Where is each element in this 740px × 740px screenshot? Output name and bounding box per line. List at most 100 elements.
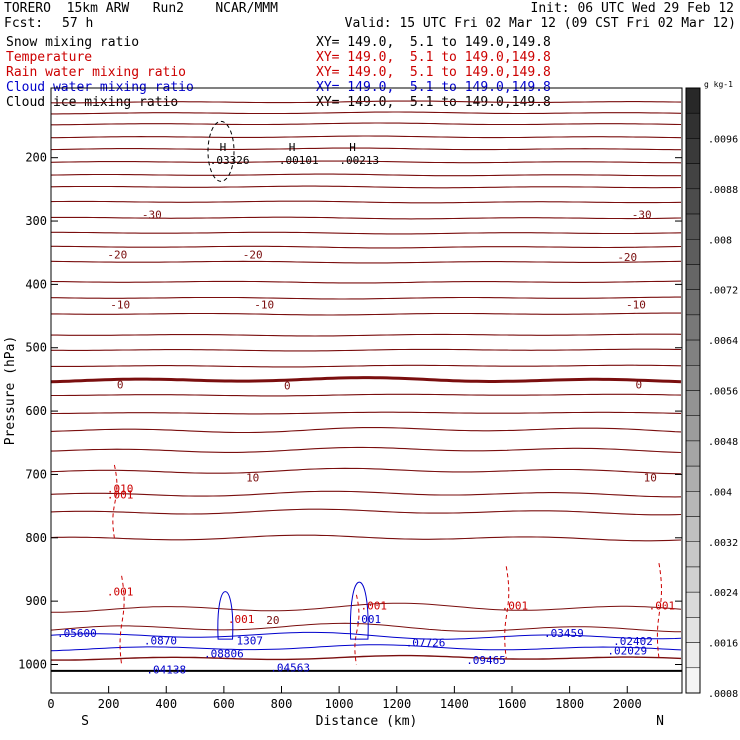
rain-water-contour (504, 566, 510, 659)
legend-name-temperature: Temperature (6, 50, 93, 65)
init-time: Init: 06 UTC Wed 29 Feb 12 (530, 1, 735, 16)
rain-water-label: .001 (649, 600, 676, 613)
temperature-isoline (50, 260, 682, 264)
y-tick-label: 700 (25, 467, 47, 481)
temperature-isoline (51, 312, 681, 316)
temperature-isoline (51, 296, 681, 300)
temperature-contour-label: -10 (626, 299, 646, 312)
colorbar-swatch (685, 239, 701, 265)
cloud-water-label: .04563 (270, 662, 310, 675)
cloud-water-label: .04138 (146, 664, 186, 677)
temperature-isoline (51, 393, 682, 397)
colorbar-label: .0056 (708, 387, 738, 398)
colorbar-swatch (685, 339, 701, 366)
colorbar-swatch (685, 617, 701, 643)
colorbar-label: .004 (708, 487, 732, 498)
cloud-water-label: .07726 (406, 636, 446, 649)
y-tick-label: 600 (25, 404, 47, 418)
y-tick-label: 200 (25, 151, 47, 165)
colorbar-swatch (685, 365, 701, 391)
legend-xy-rain: XY= 149.0, 5.1 to 149.0,149.8 (316, 65, 551, 80)
x-tick-label: 800 (271, 697, 293, 711)
colorbar-swatch (685, 415, 701, 442)
cloud-water-label: .0870 (144, 634, 177, 647)
cloud-ice-max-value: .00101 (279, 154, 319, 167)
temperature-isoline (50, 446, 682, 454)
temperature-contour-label: -30 (142, 209, 162, 222)
cloud-water-label: .03459 (544, 627, 584, 640)
cloud-water-contour (349, 581, 369, 640)
forecast-label: Fcst: (4, 16, 44, 31)
temperature-isoline (51, 245, 682, 249)
colorbar-swatch (685, 591, 701, 618)
colorbar-label: .0048 (708, 437, 738, 448)
colorbar-frame (685, 87, 701, 694)
temperature-contour-label: -30 (632, 209, 652, 222)
cloud-water-label: .02029 (607, 645, 647, 658)
cloud-ice-max-marker: H (349, 141, 356, 154)
cloud-water-label: .08806 (204, 648, 244, 661)
colorbar-swatch (685, 163, 701, 190)
x-tick-label: 400 (155, 697, 177, 711)
x-tick-label: 0 (47, 697, 54, 711)
temperature-isoline (51, 122, 682, 126)
temperature-isoline (51, 602, 682, 613)
colorbar-swatch (685, 491, 701, 517)
rain-water-label: .010 (107, 482, 134, 495)
legend-name-snow: Snow mixing ratio (6, 35, 140, 50)
x-end-label-north: N (656, 714, 664, 729)
cloud-ice-max-marker: H (220, 141, 227, 154)
x-tick-label: 600 (213, 697, 235, 711)
temperature-contour-label: 10 (644, 472, 657, 485)
x-tick-label: 200 (98, 697, 120, 711)
legend-name-rain: Rain water mixing ratio (6, 65, 187, 80)
y-tick-label: 800 (25, 531, 47, 545)
x-tick-label: 1400 (440, 697, 469, 711)
cloud-water-label: .05600 (57, 627, 97, 640)
x-tick-label: 1600 (498, 697, 527, 711)
y-tick-label: 500 (25, 341, 47, 355)
colorbar-label: .0016 (708, 639, 738, 650)
colorbar-swatch (685, 667, 701, 694)
colorbar-swatch (685, 566, 701, 593)
cloud-water-label: .001 (355, 613, 382, 626)
valid-time: Valid: 15 UTC Fri 02 Mar 12 (09 CST Fri … (344, 16, 736, 31)
rain-water-label: .001 (360, 600, 387, 613)
colorbar-swatch (685, 289, 701, 316)
cloud-ice-contour (207, 120, 235, 182)
temperature-isoline (50, 508, 682, 516)
y-tick-label: 900 (25, 594, 47, 608)
cloud-ice-max-value: .03326 (210, 154, 250, 167)
rain-water-label: .001 (228, 613, 255, 626)
colorbar-label: .0008 (708, 689, 738, 700)
y-tick-label: 400 (25, 277, 47, 291)
temperature-contour-label: 20 (266, 614, 279, 627)
y-axis-title: Pressure (hPa) (3, 336, 18, 446)
temperature-contour-label: 10 (246, 472, 259, 485)
colorbar-label: .0096 (708, 134, 738, 145)
model-line: TORERO 15km ARW Run2 NCAR/MMM (4, 1, 278, 16)
temperature-isoline (51, 654, 682, 661)
temperature-isoline (51, 216, 682, 220)
temperature-isoline (51, 411, 682, 415)
temperature-isoline (50, 622, 682, 633)
temperature-isoline (50, 427, 682, 434)
cloud-water-contour (50, 644, 682, 652)
rain-water-contour (112, 464, 118, 538)
cloud-ice-max-value: .00213 (339, 154, 379, 167)
legend-xy-temperature: XY= 149.0, 5.1 to 149.0,149.8 (316, 50, 551, 65)
temperature-isoline (51, 231, 682, 235)
cloud-water-contour (50, 631, 682, 640)
cloud-water-label: .09465 (466, 654, 506, 667)
forecast-hours: 57 h (62, 16, 94, 31)
temperature-isoline (51, 135, 682, 139)
rain-water-label: .001 (502, 600, 529, 613)
rain-water-contour (354, 594, 360, 665)
temperature-isoline (50, 173, 681, 177)
colorbar-swatch (685, 264, 701, 290)
colorbar-swatch (685, 112, 701, 139)
x-tick-label: 1000 (325, 697, 354, 711)
colorbar-swatch (685, 138, 701, 164)
temperature-isoline (51, 364, 682, 368)
colorbar-unit: g kg-1 (704, 80, 733, 89)
